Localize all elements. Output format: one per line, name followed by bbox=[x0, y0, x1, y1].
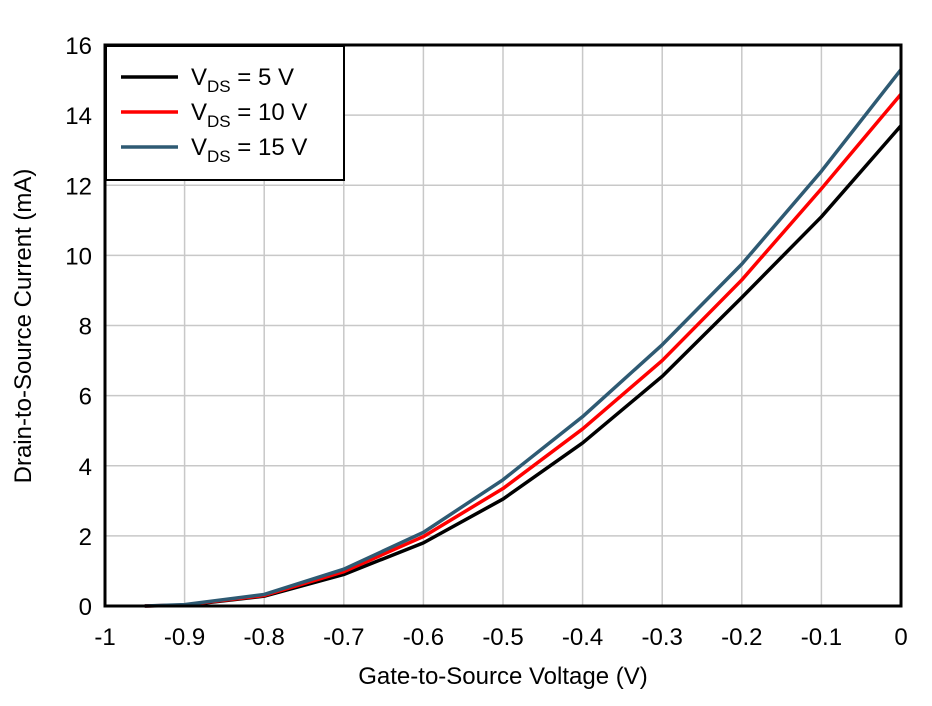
y-tick-label: 12 bbox=[65, 173, 92, 200]
series-lines bbox=[144, 68, 903, 608]
x-tick-label: -0.4 bbox=[562, 624, 603, 651]
y-tick-label: 8 bbox=[79, 314, 92, 341]
y-tick-label: 0 bbox=[79, 594, 92, 621]
x-tick-label: -0.7 bbox=[323, 624, 364, 651]
x-tick-label: -1 bbox=[94, 624, 115, 651]
x-tick-label: -0.6 bbox=[403, 624, 444, 651]
plot-frame bbox=[103, 43, 903, 608]
y-tick-labels: 0 2 4 6 8 10 12 14 16 bbox=[65, 33, 92, 621]
y-tick-label: 6 bbox=[79, 384, 92, 411]
legend-label: VDS = 10 V bbox=[191, 99, 307, 131]
legend-label: VDS = 5 V bbox=[191, 64, 294, 96]
series-line-2 bbox=[144, 68, 903, 608]
y-tick-label: 16 bbox=[65, 33, 92, 60]
x-tick-label: -0.8 bbox=[244, 624, 285, 651]
y-axis-label: Drain-to-Source Current (mA) bbox=[10, 169, 37, 484]
x-tick-label: -0.1 bbox=[801, 624, 842, 651]
y-tick-label: 2 bbox=[79, 524, 92, 551]
x-tick-label: 0 bbox=[894, 624, 907, 651]
series-line-0 bbox=[144, 124, 903, 608]
legend-label: VDS = 15 V bbox=[191, 134, 307, 166]
x-tick-label: -0.3 bbox=[642, 624, 683, 651]
y-tick-label: 10 bbox=[65, 243, 92, 270]
x-tick-label: -0.5 bbox=[482, 624, 523, 651]
x-tick-labels: -1 -0.9 -0.8 -0.7 -0.6 -0.5 -0.4 -0.3 -0.2 -0.1 0 bbox=[94, 624, 907, 651]
x-axis-label: Gate-to-Source Voltage (V) bbox=[358, 663, 647, 690]
y-tick-label: 4 bbox=[79, 454, 92, 481]
x-tick-label: -0.9 bbox=[164, 624, 205, 651]
x-tick-label: -0.2 bbox=[721, 624, 762, 651]
y-tick-label: 14 bbox=[65, 103, 92, 130]
